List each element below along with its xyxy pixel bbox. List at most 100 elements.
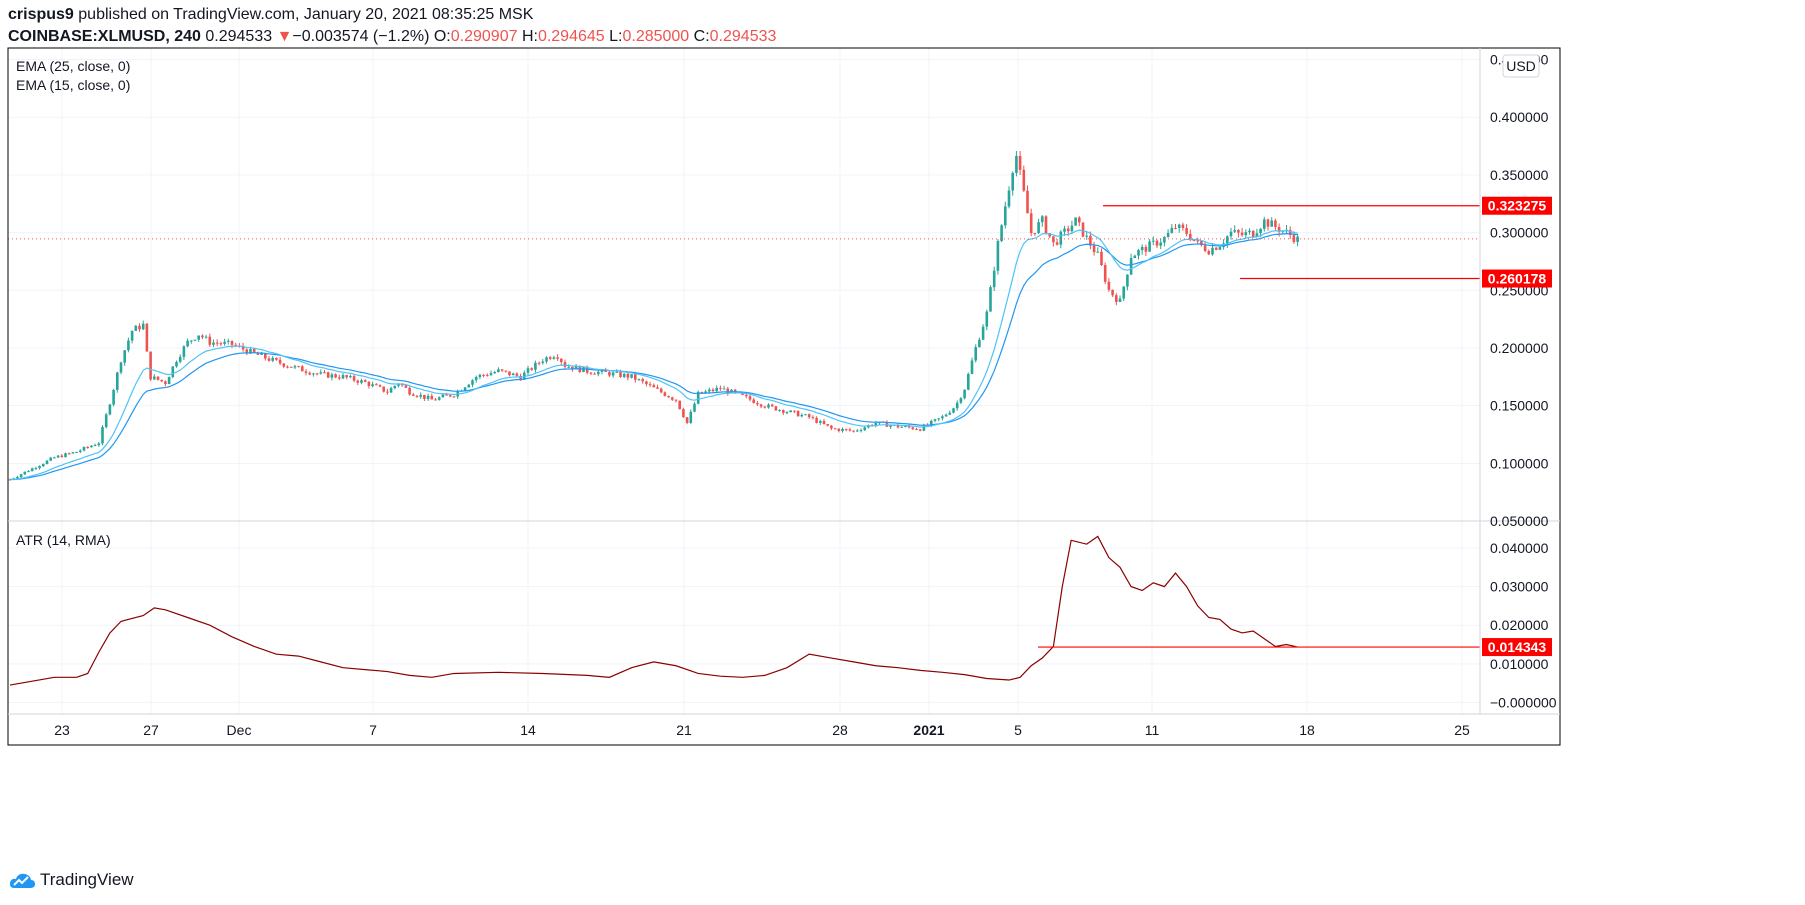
candle-body [164,381,167,385]
candle-body [1070,225,1074,232]
candle-body [674,399,678,401]
ema-25-legend: EMA (25, close, 0) [16,58,130,74]
candle-body [922,424,926,431]
candle-body [56,455,60,458]
candle-body [1004,206,1007,226]
candle-body [345,375,348,378]
candle-body [1033,232,1037,234]
candle-body [708,389,711,392]
candle-body [49,457,52,461]
price-tick-label: 0.400000 [1490,109,1549,125]
candle-body [622,373,626,377]
candle-body [774,406,778,411]
candle-body [1203,245,1207,252]
candle-body [323,372,326,374]
candle-body [696,391,700,404]
candle-body [1037,222,1040,234]
candle-body [597,371,600,375]
candle-body [79,450,82,452]
candle-body [819,421,822,423]
price-tick-label: 0.100000 [1490,455,1549,471]
candle-body [264,353,267,359]
candle-body [626,373,630,378]
price-tick-label: 0.050000 [1490,513,1549,529]
candle-body [382,386,385,392]
candle-body [53,457,56,459]
atr-level-label: 0.014343 [1488,639,1547,655]
candle-body [952,408,955,413]
time-tick-label: 21 [676,722,692,738]
candle-body [223,341,226,344]
candle-body [1163,237,1166,243]
candle-body [60,455,64,458]
tradingview-brand[interactable]: TradingView [40,870,134,889]
candle-body [630,374,633,378]
price-tick-label: 0.350000 [1490,167,1549,183]
currency-badge[interactable] [1502,54,1540,78]
candle-body [637,379,641,381]
author-name[interactable]: crispus9 [8,6,74,23]
candle-body [985,311,989,327]
candle-body [67,453,71,455]
candle-body [530,368,533,370]
candle-body [437,397,441,400]
candle-body [108,404,112,415]
candle-body [967,373,970,390]
candle-body [1074,217,1077,226]
candle-body [308,372,311,375]
ema-15-legend: EMA (15, close, 0) [16,77,130,93]
candle-body [245,349,249,354]
candle-body [1155,240,1159,246]
candle-body [918,429,922,431]
candle-body [671,397,674,400]
candle-body [160,379,163,382]
candle-body [1011,172,1014,191]
candle-body [297,366,300,368]
candle-body [426,395,430,399]
candle-body [793,410,796,412]
atr-tick-label: 0.040000 [1490,540,1549,556]
candle-body [1022,169,1026,191]
candle-body [726,388,730,394]
atr-tick-label: 0.030000 [1490,579,1549,595]
candle-body [230,340,234,345]
candle-body [619,371,622,377]
time-tick-label: 11 [1145,722,1160,738]
time-tick-label: 14 [520,722,536,738]
candle-body [756,403,759,405]
candle-body [1059,231,1063,245]
candle-body [493,372,496,374]
candle-body [682,409,685,418]
candle-body [371,384,374,387]
candle-body [534,362,537,370]
time-tick-label: 5 [1014,722,1022,738]
candle-body [330,374,334,378]
candle-body [349,376,352,378]
candle-body [733,389,737,393]
high-label: H: [521,28,538,45]
candle-body [45,460,49,465]
candle-body [933,419,937,421]
candle-body [907,426,911,428]
candle-body [789,410,792,413]
candle-body [1092,245,1096,253]
candle-body [434,399,437,401]
candle-body [1200,240,1203,246]
candle-body [556,357,559,359]
candle-body [30,468,34,472]
time-tick-label: 2021 [913,722,944,738]
candle-body [1174,227,1177,229]
candle-body [900,426,903,428]
candle-body [1166,232,1170,238]
time-tick-label: 7 [369,722,377,738]
candle-body [959,398,963,403]
candle-body [356,380,360,383]
candle-body [1115,295,1118,302]
candle-body [201,335,204,338]
candle-body [856,430,859,432]
candle-body [970,360,974,374]
candle-body [319,372,323,374]
candle-body [1129,258,1133,275]
footer: TradingView [8,870,134,890]
